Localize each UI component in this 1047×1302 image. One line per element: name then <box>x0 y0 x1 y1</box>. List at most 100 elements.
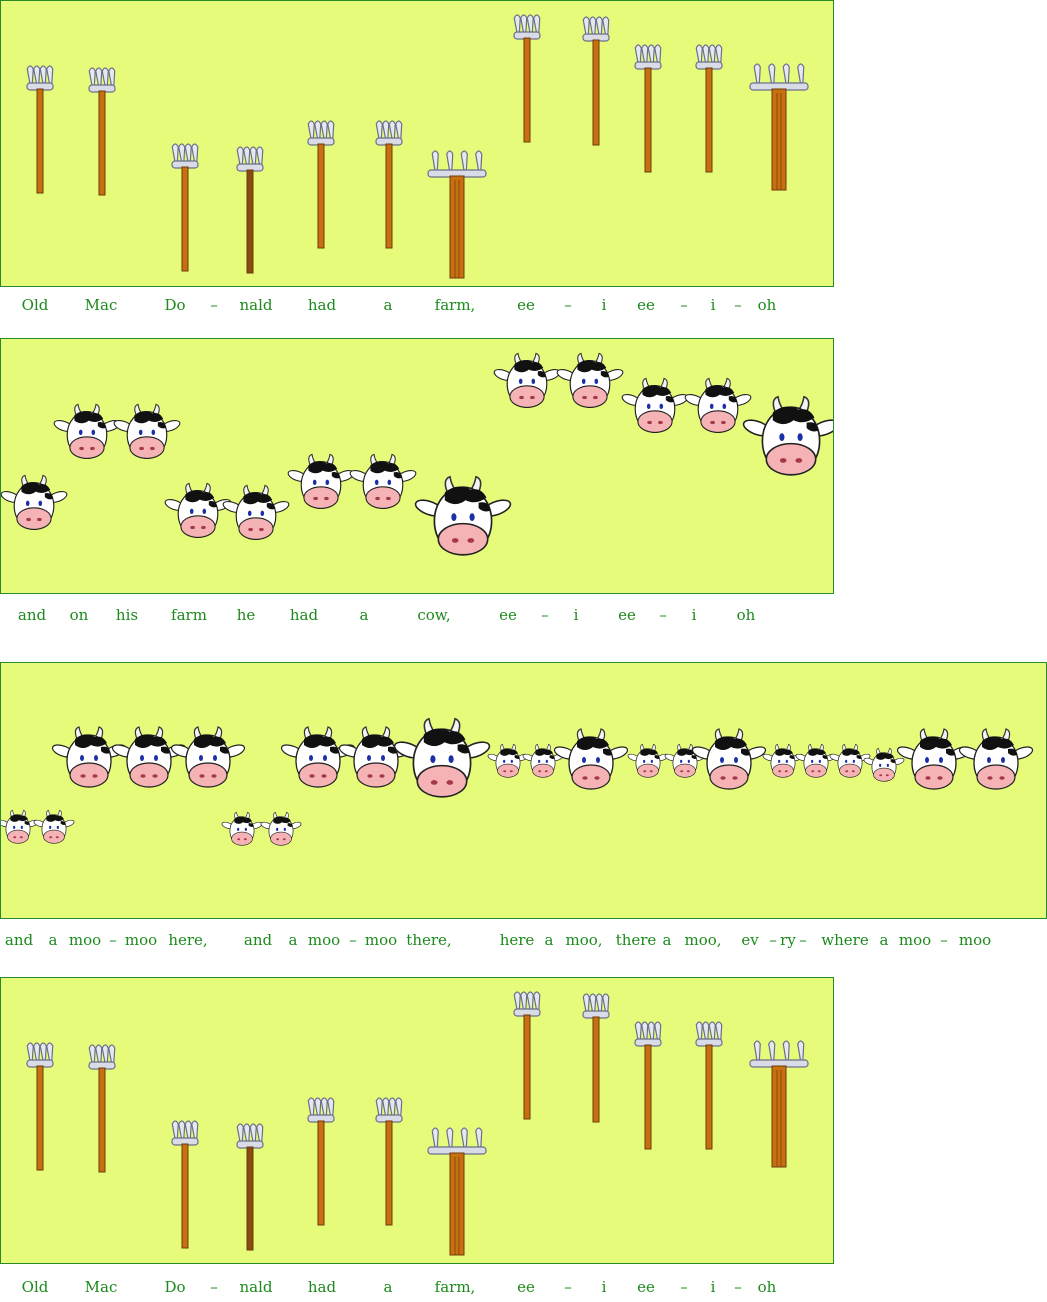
lyric-word: – <box>734 296 742 314</box>
lyric-word: i <box>601 1278 607 1296</box>
lyric-word: a <box>359 606 369 624</box>
pitchfork-icon <box>375 1097 403 1226</box>
lyric-word: – <box>541 606 549 624</box>
lyric-word: i <box>691 606 697 624</box>
cow-head-icon <box>393 717 491 798</box>
cow-head-icon <box>113 403 181 459</box>
cow-head-icon <box>338 726 414 788</box>
lyric-word: i <box>601 296 607 314</box>
lyric-word: had <box>289 606 319 624</box>
verse3-notes-panel <box>0 662 1047 919</box>
lyric-word: here, <box>168 931 208 949</box>
lyric-word: Mac <box>84 296 118 314</box>
lyric-word: on <box>69 606 89 624</box>
pitchfork-icon <box>171 143 199 272</box>
cow-head-icon <box>664 743 706 778</box>
pitchfork-icon <box>26 65 54 194</box>
lyric-word: a <box>383 1278 393 1296</box>
verse4-lyrics: Old Mac Do – nald had a farm, ee – i ee – i – oh <box>0 1278 834 1302</box>
lyric-word: and <box>17 606 47 624</box>
lyric-word: farm, <box>434 296 476 314</box>
lyric-word: oh <box>757 1278 777 1296</box>
pitchfork-icon <box>375 120 403 249</box>
lyric-word: – <box>734 1278 742 1296</box>
cow-head-icon <box>222 484 290 540</box>
lyric-word: – <box>210 296 218 314</box>
lyric-word: a <box>288 931 298 949</box>
cow-head-icon <box>164 482 232 538</box>
lyric-word: a <box>383 296 393 314</box>
pitchfork-icon <box>513 14 541 143</box>
pitchfork-icon <box>695 1021 723 1150</box>
pitchfork-icon <box>307 1097 335 1226</box>
verse2-notes-panel <box>0 338 834 594</box>
cow-head-icon <box>896 728 972 790</box>
cow-head-icon <box>287 453 355 509</box>
lyric-word: moo <box>124 931 158 949</box>
lyric-word: here <box>499 931 535 949</box>
cow-head-icon <box>556 352 624 408</box>
cow-head-icon <box>863 747 905 782</box>
pitchfork-icon <box>236 1123 264 1251</box>
lyric-word: there <box>615 931 657 949</box>
lyric-word: ry <box>780 931 796 949</box>
cow-head-icon <box>33 809 75 844</box>
lyric-word: – <box>769 931 777 949</box>
lyric-word: – <box>109 931 117 949</box>
cow-head-icon <box>260 811 302 846</box>
lyric-word: i <box>710 296 716 314</box>
lyric-word: oh <box>736 606 756 624</box>
lyric-word: a <box>544 931 554 949</box>
lyric-word: moo <box>364 931 398 949</box>
lyric-word: i <box>573 606 579 624</box>
lyric-word: – <box>940 931 948 949</box>
lyric-word: i <box>710 1278 716 1296</box>
pitchfork-icon <box>695 44 723 173</box>
cow-head-icon <box>221 811 263 846</box>
lyric-word: moo <box>68 931 102 949</box>
cow-head-icon <box>53 403 121 459</box>
lyric-word: – <box>564 1278 572 1296</box>
cow-head-icon <box>349 453 417 509</box>
cow-head-icon <box>522 743 564 778</box>
pitchfork-icon <box>513 991 541 1120</box>
cow-head-icon <box>553 728 629 790</box>
cow-head-icon <box>742 395 833 476</box>
lyric-word: Mac <box>84 1278 118 1296</box>
lyric-word: moo, <box>684 931 722 949</box>
cow-head-icon <box>280 726 356 788</box>
lyric-word: and <box>243 931 273 949</box>
cow-head-icon <box>684 377 752 433</box>
cow-head-icon <box>691 728 767 790</box>
lyric-word: – <box>799 931 807 949</box>
cow-head-icon <box>958 728 1034 790</box>
lyric-word: had <box>307 296 337 314</box>
lyric-word: he <box>236 606 256 624</box>
verse1-notes-panel <box>0 0 834 287</box>
lyric-word: moo, <box>565 931 603 949</box>
lyric-word: nald <box>239 1278 273 1296</box>
pitchfork-icon <box>26 1042 54 1171</box>
lyric-word: a <box>48 931 58 949</box>
lyric-word: – <box>659 606 667 624</box>
pitchfork-icon <box>749 63 809 191</box>
lyric-word: – <box>680 1278 688 1296</box>
cow-head-icon <box>795 743 837 778</box>
lyric-word: Old <box>21 1278 49 1296</box>
verse3-lyrics: and a moo – moo here, and a moo – moo there, here a mo… <box>0 931 1047 955</box>
lyric-word: moo <box>898 931 932 949</box>
pitchfork-icon <box>88 1044 116 1173</box>
lyric-word: – <box>210 1278 218 1296</box>
pitchfork-icon <box>171 1120 199 1249</box>
lyric-word: a <box>662 931 672 949</box>
lyric-word: his <box>115 606 139 624</box>
pitchfork-icon <box>427 150 487 279</box>
cow-head-icon <box>51 726 127 788</box>
pitchfork-icon <box>634 1021 662 1150</box>
lyric-word: and <box>4 931 34 949</box>
lyric-word: cow, <box>417 606 451 624</box>
cow-head-icon <box>414 475 512 556</box>
pitchfork-icon <box>582 16 610 146</box>
lyric-word: ee <box>517 1278 535 1296</box>
lyric-word: Do <box>164 296 186 314</box>
